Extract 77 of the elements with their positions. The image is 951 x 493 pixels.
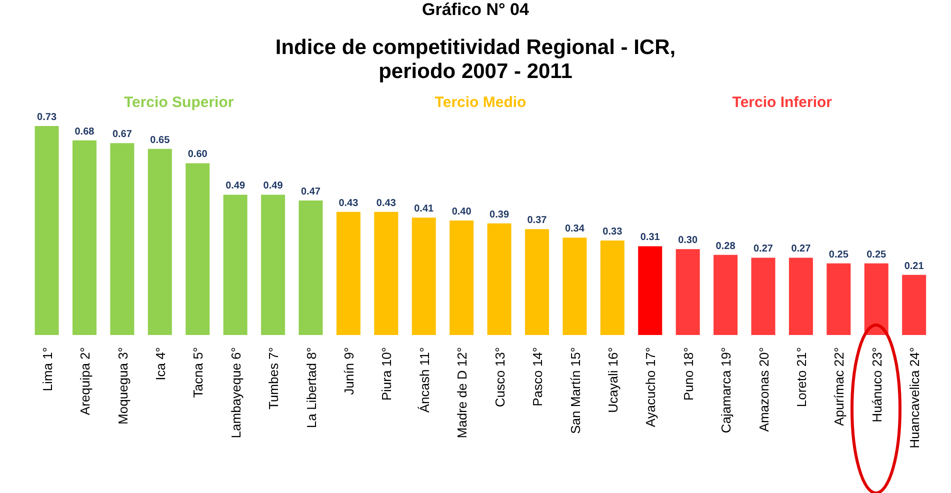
x-tick-label: San Martín 15° [568,347,583,434]
bar [261,194,286,335]
x-tick-label: Áncash 11° [416,347,432,413]
x-tick-label: Cajamarca 19° [718,347,734,434]
bar [298,200,323,335]
data-label: 0.39 [490,209,510,220]
bar [487,223,512,335]
x-tick-label: Cusco 13° [492,347,508,408]
data-label: 0.43 [338,198,359,209]
data-label: 0.68 [74,126,95,138]
bar [336,212,360,335]
chart-title: Indice de competitividad Regional - ICR, periodo 2007 - 2011 [274,36,677,84]
x-tick-label: Huánuco 23° [869,347,884,422]
data-label: 0.65 [150,134,170,146]
bar [524,229,549,335]
data-label: 0.28 [716,240,736,252]
data-label: 0.49 [226,180,246,192]
data-label: 0.25 [828,249,849,260]
x-tick-label: Piura 10° [379,347,394,401]
bar [751,258,776,335]
text: Tercio Inferior [731,94,834,111]
bar [412,218,436,335]
text: Gráfico N° 04 [421,0,530,20]
data-label: 0.25 [866,249,887,260]
bar [600,240,624,335]
data-label: 0.31 [640,232,660,244]
bar [902,274,926,335]
data-label: 0.30 [678,235,698,246]
text: Tercio Medio [434,94,528,111]
data-label: 0.27 [791,244,812,255]
text: Tercio Superior [122,94,235,111]
data-label: 0.41 [414,204,434,215]
bar [148,148,172,335]
bar [864,263,888,335]
x-tick-label: Ucayali 16° [605,347,620,413]
bar [374,212,398,335]
data-label: 0.49 [263,180,284,192]
x-tick-label: La Libertad 8° [304,347,319,428]
bar [34,126,59,335]
x-tick-label: Huancavelica 24° [907,347,922,448]
bar [638,246,662,335]
x-tick-label: Puno 18° [680,347,696,401]
x-tick-label: Tumbes 7° [266,347,282,410]
bar [714,254,738,335]
bar [826,263,851,335]
data-label: 0.67 [112,129,132,140]
bar [450,220,474,335]
data-label: 0.40 [452,206,472,218]
x-tick-label: Moquegua 3° [115,347,130,424]
data-label: 0.43 [376,198,396,209]
data-label: 0.73 [37,112,57,123]
bar [676,249,700,335]
x-tick-label: Ica 4° [152,347,168,380]
x-tick-label: Tacna 5° [190,347,206,398]
bar [788,258,813,335]
bar [186,163,210,335]
x-tick-label: Amazonas 20° [756,347,772,432]
x-tick-label: Pasco 14° [530,347,546,406]
x-tick-label: Ayacucho 17° [643,347,658,428]
x-tick-label: Apurímac 22° [832,347,847,426]
data-label: 0.33 [602,226,623,238]
x-tick-label: Lima 1° [40,347,55,392]
bar [562,238,587,335]
data-label: 0.27 [754,244,774,255]
x-tick-label: Madre de D 12° [454,347,470,438]
bar [72,140,96,335]
data-label: 0.34 [564,224,585,235]
data-label: 0.21 [904,260,924,272]
data-label: 0.60 [188,149,208,160]
x-tick-label: Loreto 21° [794,347,810,408]
x-tick-label: Lambayeque 6° [228,347,244,438]
x-tick-label: Arequipa 2° [78,347,93,416]
data-label: 0.47 [301,186,321,198]
data-label: 0.37 [527,215,548,226]
bar [223,194,248,335]
x-tick-label: Junín 9° [342,347,357,395]
bar [110,143,134,335]
